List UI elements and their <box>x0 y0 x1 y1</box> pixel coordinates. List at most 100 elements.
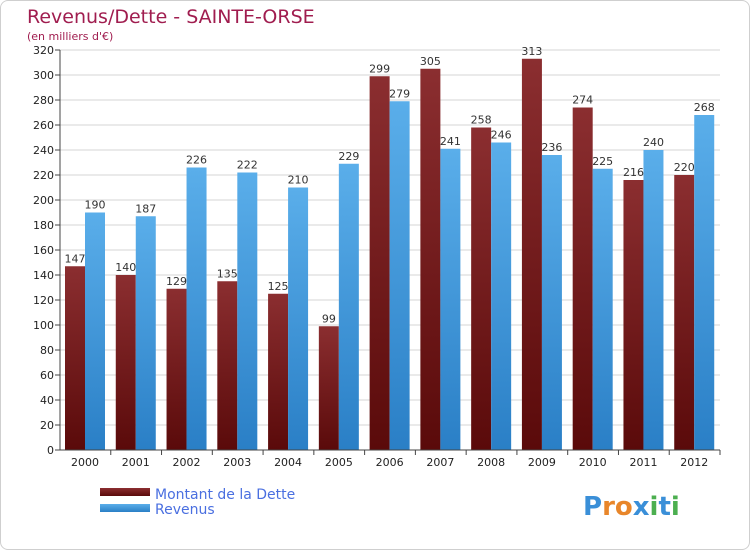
logo-letter: i <box>650 492 659 522</box>
y-tick-label: 240 <box>33 144 54 157</box>
y-tick-label: 260 <box>33 119 54 132</box>
x-tick-label: 2008 <box>477 456 505 469</box>
bar-dette-2012 <box>674 175 695 450</box>
x-tick-label: 2007 <box>426 456 454 469</box>
data-label-dette-2011: 216 <box>623 166 644 179</box>
data-label-revenus-2009: 236 <box>541 141 562 154</box>
legend-swatch-dette <box>100 488 150 496</box>
legend-label-dette: Montant de la Dette <box>155 487 295 503</box>
bar-revenus-2001 <box>135 216 156 450</box>
y-tick-label: 180 <box>33 219 54 232</box>
data-label-revenus-2011: 240 <box>643 136 664 149</box>
bar-revenus-2010 <box>592 168 613 450</box>
chart-subtitle: (en milliers d'€) <box>27 30 113 43</box>
logo-text: Proxiti <box>583 492 680 522</box>
x-tick-label: 2004 <box>274 456 302 469</box>
x-tick-label: 2002 <box>173 456 201 469</box>
legend: Montant de la Dette Revenus <box>100 487 295 518</box>
data-label-revenus-2003: 222 <box>237 159 258 172</box>
bar-dette-2006 <box>369 76 390 450</box>
data-label-dette-2000: 147 <box>65 252 86 265</box>
data-label-revenus-2006: 279 <box>389 87 410 100</box>
chart-title: Revenus/Dette - SAINTE-ORSE <box>27 6 315 28</box>
bar-dette-2009 <box>521 58 542 450</box>
bar-dette-2008 <box>471 127 492 450</box>
data-label-dette-2005: 99 <box>322 312 336 325</box>
bar-revenus-2007 <box>440 148 461 450</box>
logo-letter: r <box>602 492 615 522</box>
data-label-revenus-2010: 225 <box>592 155 613 168</box>
bar-revenus-2002 <box>186 167 207 450</box>
data-label-dette-2009: 313 <box>521 45 542 58</box>
data-label-dette-2003: 135 <box>217 267 238 280</box>
bar-revenus-2008 <box>491 142 512 450</box>
y-tick-label: 140 <box>33 269 54 282</box>
logo-letter: o <box>615 492 633 522</box>
legend-label-revenus: Revenus <box>155 502 215 518</box>
y-tick-label: 100 <box>33 319 54 332</box>
y-tick-label: 200 <box>33 194 54 207</box>
bar-dette-2010 <box>572 107 593 450</box>
logo-letter: P <box>583 492 602 522</box>
data-label-dette-2006: 299 <box>369 62 390 75</box>
data-label-revenus-2000: 190 <box>85 199 106 212</box>
data-label-revenus-2012: 268 <box>694 101 715 114</box>
x-tick-label: 2000 <box>71 456 99 469</box>
bar-revenus-2011 <box>643 150 664 450</box>
proxiti-logo: Proxiti <box>583 492 680 522</box>
bar-dette-2005 <box>318 326 339 450</box>
data-labels: 147 190 140 187 129 226 135 222 125 210 99 229 299 27… <box>65 45 715 326</box>
bar-dette-2002 <box>166 288 187 450</box>
data-label-dette-2008: 258 <box>471 114 492 127</box>
logo-letter: x <box>633 492 650 522</box>
y-tick-label: 300 <box>33 69 54 82</box>
bar-revenus-2005 <box>338 163 359 450</box>
x-tick-label: 2005 <box>325 456 353 469</box>
data-label-dette-2004: 125 <box>268 280 289 293</box>
y-tick-label: 320 <box>33 44 54 57</box>
data-label-dette-2012: 220 <box>674 161 695 174</box>
y-tick-label: 0 <box>47 444 54 457</box>
data-label-revenus-2001: 187 <box>135 202 156 215</box>
data-label-dette-2002: 129 <box>166 275 187 288</box>
logo-letter: i <box>671 492 680 522</box>
x-tick-label: 2001 <box>122 456 150 469</box>
bar-dette-2000 <box>65 266 85 450</box>
data-label-revenus-2002: 226 <box>186 154 207 167</box>
y-tick-label: 280 <box>33 94 54 107</box>
bar-revenus-2003 <box>237 172 258 450</box>
data-label-revenus-2007: 241 <box>440 135 461 148</box>
bars <box>65 58 715 450</box>
bar-revenus-2012 <box>694 115 715 450</box>
logo-letter: t <box>658 492 670 522</box>
data-label-dette-2010: 274 <box>572 94 593 107</box>
x-tick-label: 2010 <box>579 456 607 469</box>
x-tick-label: 2009 <box>528 456 556 469</box>
bar-revenus-2006 <box>389 101 410 450</box>
y-axis: 0 20 40 60 80 100 120 140 160 180 200 220 240 260 280 3… <box>33 44 61 457</box>
data-label-revenus-2008: 246 <box>491 129 512 142</box>
x-tick-label: 2003 <box>223 456 251 469</box>
legend-swatch-revenus <box>100 504 150 512</box>
y-tick-label: 160 <box>33 244 54 257</box>
y-tick-label: 80 <box>40 344 54 357</box>
bar-dette-2011 <box>623 180 644 450</box>
bar-revenus-2004 <box>288 187 309 450</box>
x-axis: 2000 2001 2002 2003 2004 2005 2006 2007 2008 2009… <box>60 449 721 469</box>
bar-revenus-2009 <box>541 155 562 450</box>
bar-revenus-2000 <box>85 212 105 450</box>
y-tick-label: 20 <box>40 419 54 432</box>
x-tick-label: 2011 <box>629 456 657 469</box>
data-label-dette-2001: 140 <box>115 261 136 274</box>
x-tick-label: 2006 <box>376 456 404 469</box>
y-tick-label: 40 <box>40 394 54 407</box>
data-label-revenus-2004: 210 <box>288 174 309 187</box>
bar-dette-2001 <box>115 275 136 450</box>
x-tick-label: 2012 <box>680 456 708 469</box>
data-label-revenus-2005: 229 <box>338 150 359 163</box>
bar-dette-2004 <box>268 293 289 450</box>
bar-dette-2003 <box>217 281 238 450</box>
y-tick-label: 60 <box>40 369 54 382</box>
data-label-dette-2007: 305 <box>420 55 441 68</box>
